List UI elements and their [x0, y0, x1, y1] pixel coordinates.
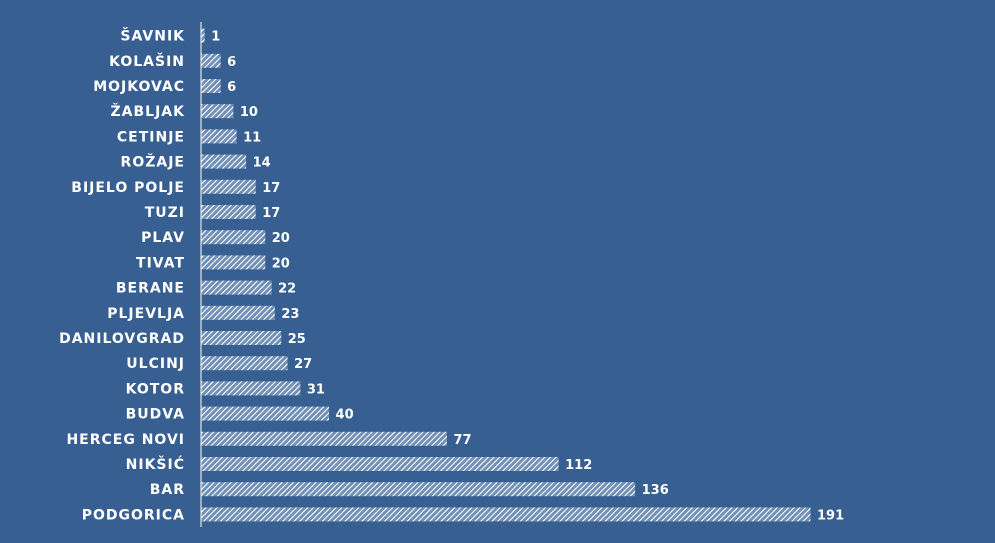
category-label: PLJEVLJA — [107, 306, 185, 322]
bar — [201, 305, 275, 320]
bar — [201, 331, 282, 345]
value-label: 112 — [565, 458, 592, 473]
bar — [201, 280, 272, 295]
value-label: 17 — [262, 206, 280, 221]
value-label: 6 — [227, 55, 236, 70]
category-label: BUDVA — [126, 407, 185, 423]
category-label: ŽABLJAK — [111, 103, 186, 120]
value-label: 40 — [336, 408, 354, 423]
value-label: 6 — [227, 80, 236, 95]
bar — [201, 179, 256, 194]
bar — [201, 381, 301, 396]
category-label: PLAV — [141, 230, 185, 246]
category-label: TUZI — [145, 205, 185, 221]
bar — [201, 431, 448, 446]
bar — [201, 129, 237, 144]
bar — [201, 507, 811, 522]
bar — [201, 205, 256, 219]
category-label: BIJELO POLJE — [71, 180, 185, 196]
bar — [201, 28, 205, 43]
bars-layer: ŠAVNIK 1 KOLAŠIN 6 MOJKOVAC 6 ŽABLJAK 10 CETINJE… — [59, 27, 844, 524]
category-label: BAR — [150, 482, 185, 498]
value-label: 25 — [288, 332, 306, 347]
value-label: 11 — [243, 130, 261, 145]
category-label: MOJKOVAC — [93, 79, 185, 95]
category-label: DANILOVGRAD — [59, 331, 185, 347]
value-label: 17 — [262, 181, 280, 196]
bar — [201, 79, 221, 93]
bar — [201, 356, 288, 371]
bar — [201, 104, 234, 119]
bar — [201, 406, 330, 421]
value-label: 27 — [294, 357, 312, 372]
bar — [201, 230, 266, 245]
value-label: 20 — [272, 256, 290, 271]
category-label: CETINJE — [117, 129, 185, 145]
category-label: HERCEG NOVI — [66, 432, 185, 448]
bar — [201, 457, 559, 471]
value-label: 1 — [211, 30, 220, 45]
bar — [201, 154, 247, 169]
category-label: NIKŠIĆ — [126, 455, 185, 473]
category-label: BERANE — [116, 281, 185, 297]
value-label: 191 — [817, 508, 844, 523]
value-label: 31 — [307, 382, 325, 397]
category-label: PODGORICA — [82, 507, 185, 523]
value-label: 136 — [642, 483, 669, 498]
value-label: 10 — [240, 105, 258, 120]
bar — [201, 53, 221, 68]
value-label: 22 — [278, 282, 296, 297]
value-label: 20 — [272, 231, 290, 246]
category-label: ROŽAJE — [121, 154, 185, 171]
bar — [201, 255, 266, 270]
value-label: 14 — [253, 156, 271, 171]
value-label: 23 — [281, 307, 299, 322]
category-label: TIVAT — [136, 255, 185, 271]
value-label: 77 — [454, 433, 472, 448]
category-label: ULCINJ — [126, 356, 185, 372]
category-label: ŠAVNIK — [120, 27, 185, 45]
category-label: KOLAŠIN — [109, 52, 185, 70]
category-label: KOTOR — [126, 381, 185, 397]
bar — [201, 482, 636, 497]
